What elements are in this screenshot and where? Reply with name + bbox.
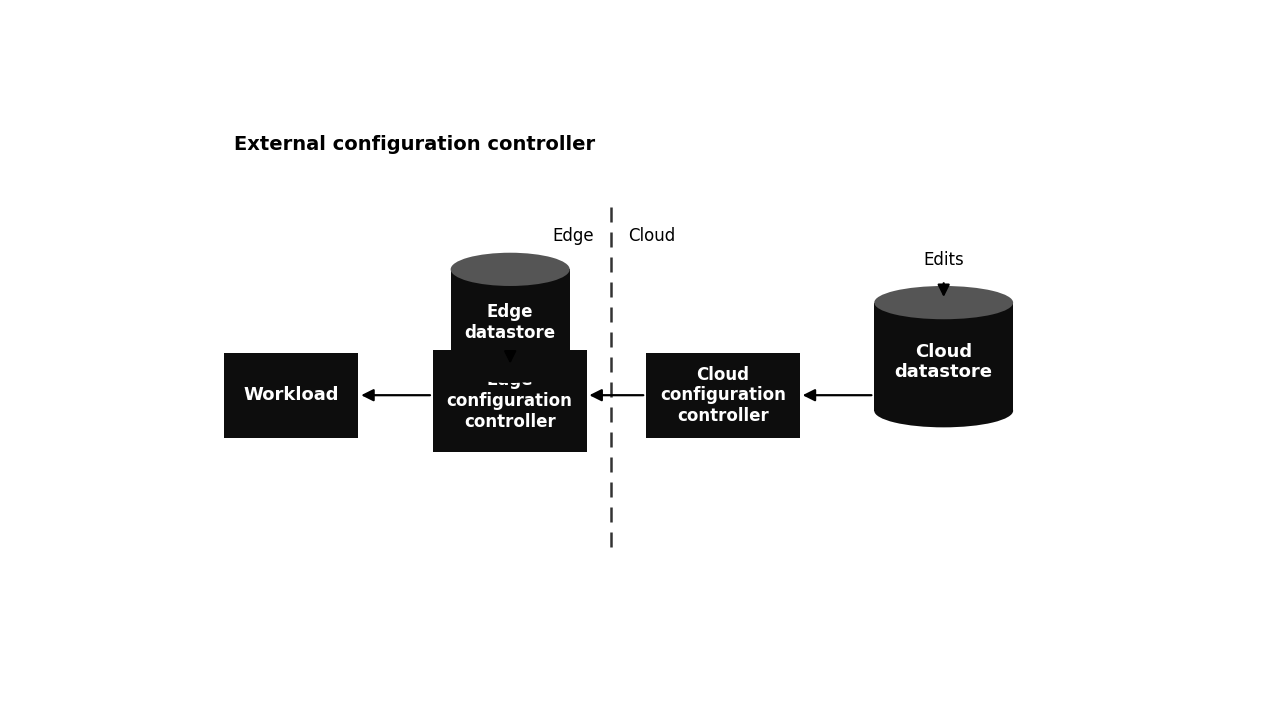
Text: Edge
datastore: Edge datastore xyxy=(465,303,556,342)
Text: Cloud
datastore: Cloud datastore xyxy=(895,343,993,382)
Ellipse shape xyxy=(874,394,1014,428)
Bar xyxy=(646,353,800,438)
Text: Cloud
configuration
controller: Cloud configuration controller xyxy=(660,366,786,426)
Ellipse shape xyxy=(451,350,570,383)
Bar xyxy=(224,353,358,438)
Text: Edge
configuration
controller: Edge configuration controller xyxy=(447,372,572,431)
Bar xyxy=(874,302,1014,410)
Bar xyxy=(451,269,570,366)
Text: Workload: Workload xyxy=(243,387,339,405)
Ellipse shape xyxy=(451,253,570,286)
Text: Edits: Edits xyxy=(923,251,964,269)
Bar xyxy=(433,350,586,452)
Ellipse shape xyxy=(874,286,1014,319)
Text: External configuration controller: External configuration controller xyxy=(234,135,595,154)
Text: Edge: Edge xyxy=(553,227,594,245)
Text: Cloud: Cloud xyxy=(628,227,676,245)
